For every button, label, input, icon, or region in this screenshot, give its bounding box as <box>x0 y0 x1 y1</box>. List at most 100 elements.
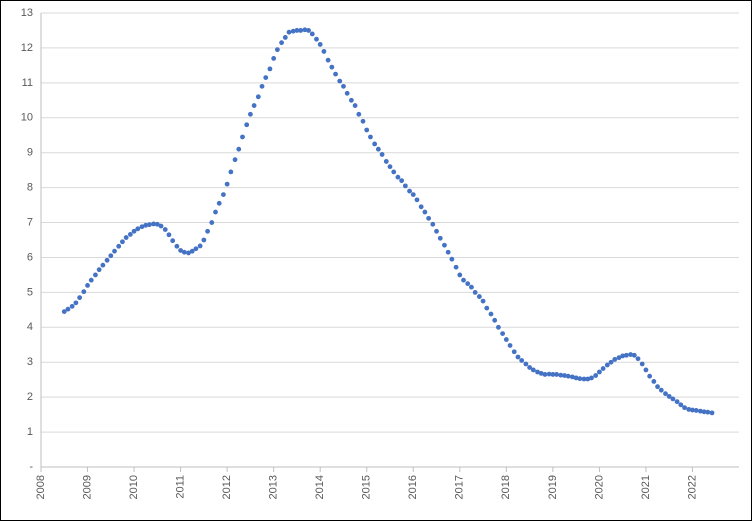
data-point <box>375 146 381 152</box>
data-point <box>515 354 521 360</box>
data-point <box>116 243 122 249</box>
y-tick-label: 2 <box>27 391 33 403</box>
data-point <box>282 35 288 40</box>
data-point <box>205 228 210 234</box>
data-point <box>259 83 265 89</box>
data-point <box>127 232 133 237</box>
data-point <box>577 376 583 382</box>
data-point <box>538 371 544 376</box>
data-point <box>651 379 657 384</box>
data-point <box>321 49 327 54</box>
data-point <box>317 42 323 47</box>
data-point <box>96 267 102 273</box>
data-point <box>628 352 633 357</box>
data-point <box>391 169 397 175</box>
data-point <box>306 28 311 33</box>
data-point <box>271 56 277 61</box>
data-point <box>666 394 672 399</box>
x-tick-label: 2016 <box>407 475 419 499</box>
data-point <box>364 127 370 133</box>
data-point <box>709 410 715 416</box>
data-point <box>434 228 439 234</box>
y-tick-label: 9 <box>27 147 33 159</box>
data-point <box>643 367 649 373</box>
y-tick-label: 12 <box>21 42 33 54</box>
data-point <box>379 152 385 157</box>
data-point <box>368 134 373 140</box>
y-tick-label: 3 <box>27 356 33 368</box>
y-tick-label: 10 <box>21 112 33 124</box>
data-point <box>143 222 149 228</box>
data-point <box>279 40 284 46</box>
data-point <box>589 375 594 381</box>
data-point <box>181 249 187 255</box>
data-point <box>542 372 548 377</box>
data-point <box>511 349 517 355</box>
data-point <box>108 253 114 259</box>
data-point <box>309 31 315 37</box>
data-point <box>697 408 703 414</box>
data-point <box>530 367 536 373</box>
data-point <box>496 324 501 330</box>
data-point <box>69 303 75 309</box>
data-point <box>123 235 129 240</box>
data-point <box>565 373 571 379</box>
data-point <box>178 248 184 253</box>
data-point <box>240 134 245 140</box>
data-point <box>399 178 405 184</box>
data-point <box>166 232 172 238</box>
data-point <box>294 28 300 33</box>
data-point <box>135 226 141 232</box>
data-point <box>519 358 525 363</box>
data-point <box>705 409 711 415</box>
data-point <box>682 405 687 411</box>
data-point <box>356 111 362 117</box>
data-point <box>298 28 304 33</box>
data-point <box>302 27 308 33</box>
data-point <box>639 361 645 367</box>
data-point <box>612 357 618 362</box>
data-point <box>655 384 660 390</box>
data-point <box>387 164 393 170</box>
data-point <box>523 361 529 367</box>
x-tick-label: 2012 <box>221 475 233 499</box>
data-point <box>593 373 599 378</box>
data-point <box>65 306 71 312</box>
data-point <box>535 369 540 375</box>
data-point <box>472 289 478 295</box>
data-point <box>61 309 67 314</box>
data-point <box>112 248 117 254</box>
y-tick-label: 13 <box>21 7 33 19</box>
data-point <box>186 250 191 256</box>
data-point <box>690 407 695 413</box>
data-point <box>585 376 591 382</box>
data-point <box>546 371 552 377</box>
data-point <box>449 256 455 262</box>
data-point <box>77 295 83 301</box>
data-point <box>232 157 238 163</box>
y-tick-label: - <box>29 461 33 473</box>
data-point <box>480 298 486 304</box>
data-point <box>314 36 319 42</box>
data-point <box>201 237 207 243</box>
data-point <box>193 246 199 252</box>
data-point <box>255 94 261 100</box>
data-point <box>151 221 157 227</box>
y-tick-label: 4 <box>27 321 33 333</box>
data-point <box>484 305 490 311</box>
data-point <box>372 141 378 147</box>
y-tick-label: 5 <box>27 286 33 298</box>
data-point <box>693 408 699 413</box>
data-point <box>616 355 622 361</box>
x-tick-label: 2008 <box>35 475 47 499</box>
data-point <box>147 222 152 228</box>
y-tick-label: 7 <box>27 216 33 228</box>
data-point <box>558 372 564 378</box>
data-point <box>623 352 629 358</box>
data-point <box>445 249 451 255</box>
data-point <box>670 396 676 402</box>
x-tick-label: 2014 <box>314 475 326 499</box>
data-point <box>476 294 482 299</box>
data-point <box>221 192 226 198</box>
